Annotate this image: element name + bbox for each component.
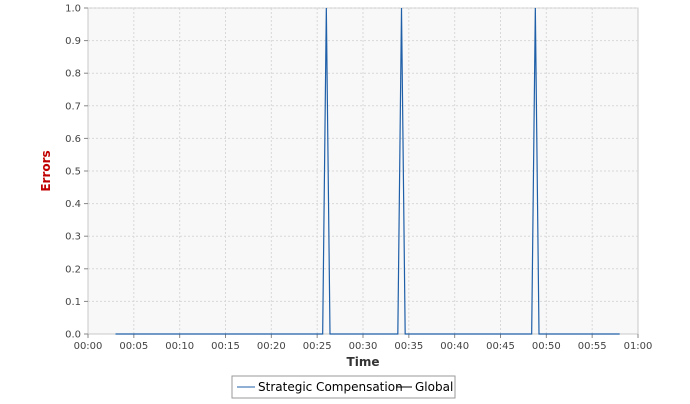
y-tick-label: 0.3 — [65, 232, 81, 243]
x-tick-label: 00:00 — [74, 341, 103, 352]
x-tick-label: 00:35 — [394, 341, 423, 352]
y-tick-label: 0.8 — [65, 69, 81, 80]
x-axis-title: Time — [347, 355, 380, 369]
y-tick-label: 0.6 — [65, 134, 81, 145]
y-tick-label: 0.1 — [65, 297, 81, 308]
legend-label-global: Global — [415, 380, 453, 394]
y-axis-title: Errors — [39, 150, 53, 191]
y-tick-label: 0.9 — [65, 36, 81, 47]
series-line-strategic-compensation — [115, 7, 620, 335]
axes: 0.0 0.1 0.2 0.3 0.4 0.5 0.6 0.7 0.8 0.9 1.0 00:00 00… — [65, 4, 652, 353]
x-tick-label: 00:55 — [578, 341, 607, 352]
x-tick-label: 00:50 — [532, 341, 561, 352]
x-tick-label: 00:20 — [257, 341, 286, 352]
legend-label-strategic-compensation: Strategic Compensation — [258, 380, 403, 394]
series-lines — [115, 7, 620, 335]
y-tick-label: 0.2 — [65, 264, 81, 275]
y-tick-label: 0.4 — [65, 199, 81, 210]
x-tick-label: 00:25 — [303, 341, 332, 352]
x-tick-label: 00:45 — [486, 341, 515, 352]
y-tick-label: 1.0 — [65, 4, 81, 15]
x-tick-label: 00:15 — [211, 341, 240, 352]
y-tick-label: 0.0 — [65, 330, 81, 341]
y-tick-label: 0.5 — [65, 167, 81, 178]
x-tick-label: 00:40 — [440, 341, 469, 352]
x-tick-label: 01:00 — [624, 341, 653, 352]
legend-box — [231, 375, 456, 399]
x-tick-label: 00:10 — [165, 341, 194, 352]
x-tick-label: 00:30 — [349, 341, 378, 352]
legend: Strategic Compensation Global — [231, 375, 456, 399]
plot-area — [87, 7, 639, 335]
y-tick-label: 0.7 — [65, 101, 81, 112]
x-tick-label: 00:05 — [119, 341, 148, 352]
